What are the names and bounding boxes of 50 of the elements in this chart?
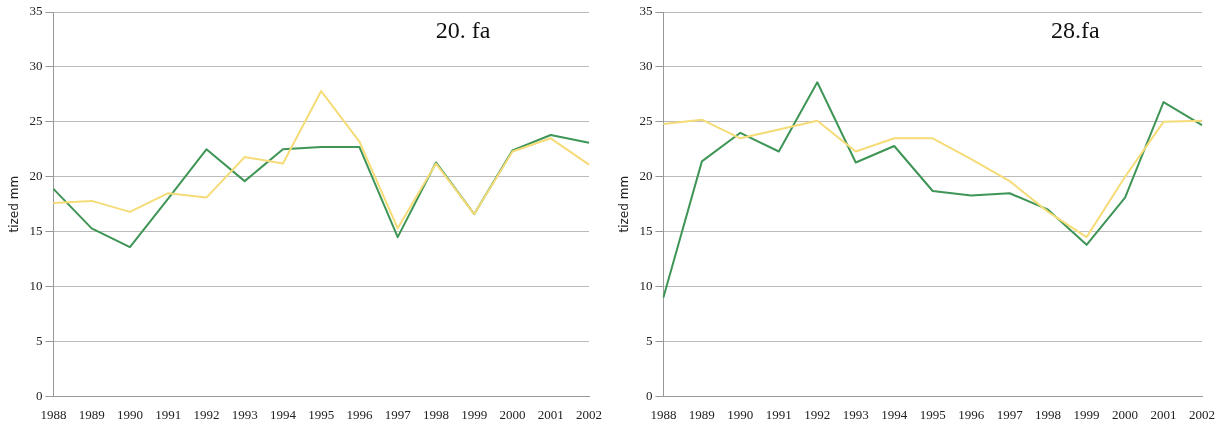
y-tick-label: 25 [29, 113, 43, 129]
x-tick-label: 1998 [1035, 406, 1062, 422]
x-tick-label: 1989 [78, 406, 105, 422]
x-tick-label: 1996 [958, 406, 985, 422]
x-tick-label: 1994 [269, 406, 297, 422]
y-axis-title: tized mm [617, 175, 632, 233]
x-tick-label: 1990 [116, 406, 143, 422]
y-tick-label: 30 [29, 58, 43, 74]
x-tick-label: 1989 [688, 406, 715, 422]
y-tick-label: 15 [29, 223, 43, 239]
x-tick-label: 1990 [727, 406, 754, 422]
y-tick-label: 0 [35, 387, 43, 403]
x-tick-label: 1997 [384, 406, 412, 422]
y-tick-label: 0 [645, 387, 653, 403]
x-tick-label: 1998 [422, 406, 449, 422]
x-tick-label: 1995 [919, 406, 946, 422]
x-tick-label: 1992 [193, 406, 220, 422]
x-tick-label: 1992 [804, 406, 831, 422]
x-tick-label: 1995 [308, 406, 335, 422]
y-tick-label: 30 [639, 58, 653, 74]
x-tick-label: 2001 [1150, 406, 1177, 422]
x-tick-label: 1999 [461, 406, 488, 422]
y-tick-label: 5 [35, 332, 43, 348]
x-tick-label: 1996 [346, 406, 373, 422]
x-tick-label: 1988 [650, 406, 677, 422]
x-tick-label: 1994 [881, 406, 908, 422]
chart-title: 20. fa [435, 17, 491, 44]
y-tick-label: 15 [639, 223, 653, 239]
y-axis-title: tized mm [7, 175, 22, 233]
x-tick-label: 1999 [1073, 406, 1100, 422]
x-tick-label: 2001 [537, 406, 564, 422]
x-tick-label: 2002 [576, 406, 602, 422]
y-tick-label: 10 [29, 277, 43, 293]
y-tick-label: 25 [639, 113, 653, 129]
x-tick-label: 2002 [1189, 406, 1215, 422]
chart-title: 28.fa [1051, 17, 1101, 44]
y-tick-label: 20 [639, 168, 653, 184]
x-tick-label: 2000 [1112, 406, 1139, 422]
x-tick-label: 1991 [155, 406, 182, 422]
x-tick-label: 2000 [499, 406, 526, 422]
y-tick-label: 35 [29, 3, 43, 19]
x-tick-label: 1997 [996, 406, 1024, 422]
x-tick-label: 1991 [765, 406, 792, 422]
x-tick-label: 1993 [231, 406, 258, 422]
y-tick-label: 5 [645, 332, 653, 348]
x-tick-label: 1988 [40, 406, 67, 422]
x-tick-label: 1993 [842, 406, 869, 422]
y-tick-label: 10 [639, 277, 653, 293]
y-tick-label: 20 [29, 168, 43, 184]
y-tick-label: 35 [639, 3, 653, 19]
